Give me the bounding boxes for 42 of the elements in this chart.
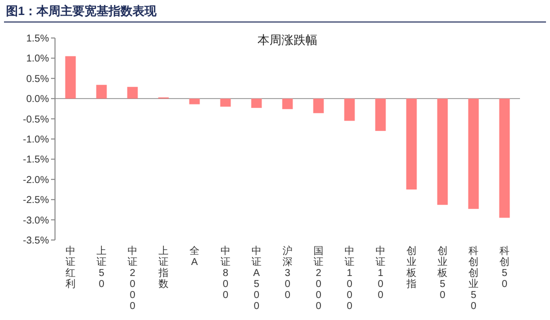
x-tick-label: 创业板50 bbox=[436, 245, 448, 301]
x-tick-label: 中证2000 bbox=[128, 245, 138, 312]
x-tick-label: 中证100 bbox=[376, 245, 386, 301]
x-tick-label: 中证1000 bbox=[344, 245, 354, 312]
bar bbox=[499, 98, 510, 218]
bar bbox=[65, 56, 76, 99]
bar bbox=[344, 98, 355, 121]
bar bbox=[220, 98, 231, 107]
y-tick-label: 0.5% bbox=[26, 74, 50, 85]
y-tick-label: -2.5% bbox=[22, 195, 50, 206]
x-tick-label: 中证800 bbox=[220, 245, 230, 301]
bar bbox=[96, 84, 107, 99]
y-tick-label: -2.0% bbox=[22, 174, 50, 186]
chart-title: 图1：本周主要宽基指数表现 bbox=[6, 4, 158, 18]
y-tick-label: -3.0% bbox=[22, 215, 50, 226]
bar bbox=[282, 98, 293, 110]
bar bbox=[189, 98, 200, 104]
bar bbox=[406, 98, 417, 190]
y-tick-label: 1.5% bbox=[26, 34, 50, 44]
y-tick-label: 0.0% bbox=[26, 94, 50, 106]
y-tick-label: -3.5% bbox=[22, 236, 50, 246]
bar bbox=[127, 86, 138, 99]
bar bbox=[468, 98, 479, 209]
x-tick-label: 沪深300 bbox=[282, 245, 292, 301]
y-tick-label: 1.0% bbox=[26, 54, 50, 65]
x-tick-label: 中证A500 bbox=[252, 245, 262, 312]
x-tick-label: 中证红利 bbox=[66, 245, 76, 290]
bar bbox=[251, 98, 262, 108]
x-tick-label: 上证50 bbox=[96, 245, 106, 290]
bar bbox=[375, 98, 386, 131]
x-tick-label: 全A bbox=[190, 245, 200, 268]
x-tick-label: 上证指数 bbox=[158, 245, 168, 290]
y-tick-label: -0.5% bbox=[22, 114, 50, 126]
x-tick-label: 科创创业50 bbox=[468, 245, 478, 312]
x-tick-label: 科创50 bbox=[500, 245, 510, 290]
x-tick-label: 创业板指 bbox=[406, 245, 416, 290]
bar bbox=[313, 98, 324, 114]
x-tick-label: 国证2000 bbox=[314, 246, 324, 312]
y-tick-label: -1.0% bbox=[22, 134, 50, 146]
y-tick-label: -1.5% bbox=[22, 154, 50, 166]
chart-subtitle: 本周涨跌幅 bbox=[258, 33, 318, 47]
bar bbox=[437, 98, 448, 205]
